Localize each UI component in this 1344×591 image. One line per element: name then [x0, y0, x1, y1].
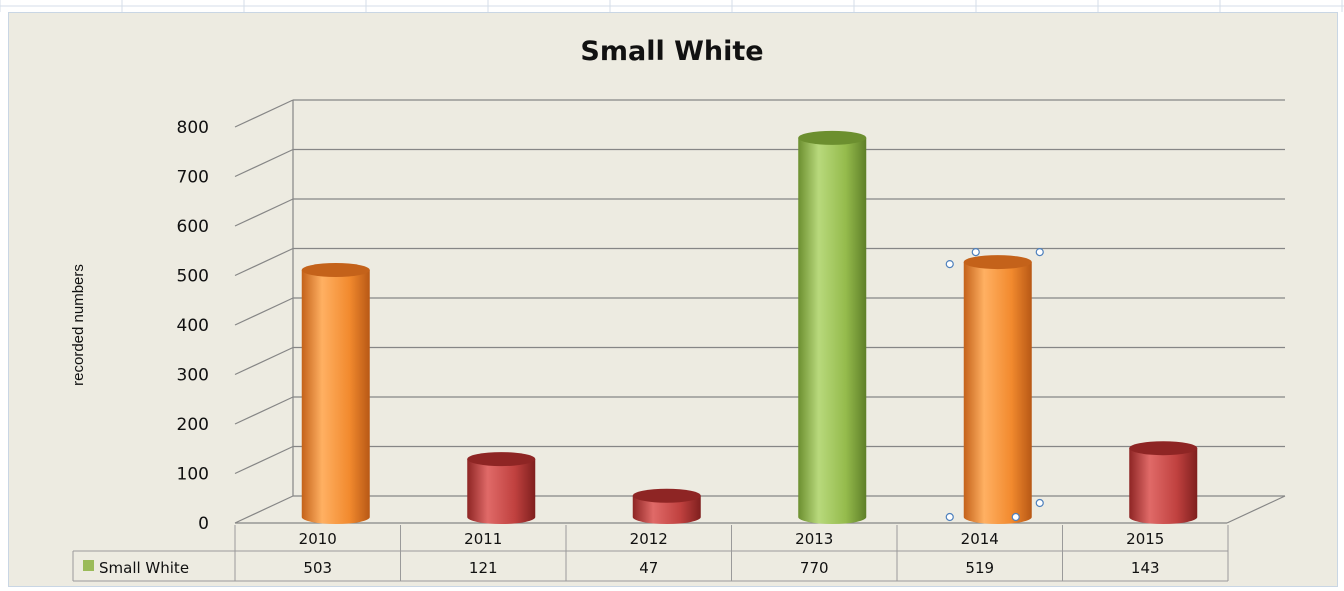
gridline-side	[234, 346, 294, 376]
data-table-value: 770	[800, 559, 829, 577]
y-tick-label: 700	[177, 168, 209, 188]
y-tick-label: 100	[177, 465, 209, 485]
x-tick-label: 2010	[299, 530, 337, 548]
bar-2011[interactable]	[467, 452, 536, 524]
selection-handle	[1035, 498, 1044, 508]
bar-top[interactable]	[467, 452, 536, 467]
gridline-side	[234, 148, 294, 178]
y-tick-label: 400	[177, 316, 209, 336]
bar-top[interactable]	[301, 263, 370, 278]
y-tick-label: 300	[177, 366, 209, 386]
bar-top[interactable]	[632, 488, 701, 503]
selection-handle	[945, 512, 954, 522]
bar-body[interactable]	[632, 495, 701, 524]
chart-area[interactable]: Small White recorded numbers 0 100 200 300 4…	[8, 12, 1338, 587]
selection-handles	[945, 247, 1044, 522]
chart-canvas[interactable]: Small White recorded numbers 0 100 200 300 4…	[9, 13, 1339, 588]
bar-body[interactable]	[963, 262, 1032, 524]
bar-2014[interactable]	[963, 255, 1032, 524]
gridline-side	[234, 198, 294, 227]
y-tick-label: 500	[177, 267, 209, 287]
bar-body[interactable]	[1129, 448, 1198, 524]
y-tick-label: 200	[177, 415, 209, 435]
x-tick-label: 2011	[464, 530, 502, 548]
y-tick-label: 0	[198, 514, 209, 534]
data-table[interactable]: 2010 503 2011 121 2012 47 2013 770 2014 519 2015 14…	[72, 525, 1229, 582]
x-tick-label: 2015	[1126, 530, 1164, 548]
x-tick-label: 2012	[630, 530, 668, 548]
bar-body[interactable]	[301, 270, 370, 524]
y-tick-label: 600	[177, 217, 209, 237]
data-table-value: 47	[639, 559, 658, 577]
bar-body[interactable]	[467, 459, 536, 524]
bar-2010[interactable]	[301, 263, 370, 524]
data-table-value: 121	[469, 559, 498, 577]
selection-handle	[1035, 247, 1044, 257]
bar-body[interactable]	[798, 137, 867, 524]
legend-key	[83, 560, 94, 571]
gridline-side	[234, 247, 294, 277]
gridline-side	[234, 495, 294, 524]
series-name: Small White	[99, 559, 189, 577]
x-tick-label: 2013	[795, 530, 833, 548]
floor-right-edge	[1226, 495, 1286, 524]
gridline-side	[234, 445, 294, 475]
gridline-side	[234, 396, 294, 425]
bar-2015[interactable]	[1129, 441, 1198, 524]
bar-top[interactable]	[798, 130, 867, 145]
bar-2013[interactable]	[798, 130, 867, 524]
x-tick-label: 2014	[961, 530, 999, 548]
chart-title[interactable]: Small White	[580, 36, 763, 67]
plot-bars[interactable]	[301, 130, 1198, 524]
bar-top[interactable]	[963, 255, 1032, 270]
data-table-value: 503	[303, 559, 332, 577]
bar-2012[interactable]	[632, 488, 701, 524]
y-axis[interactable]: 0 100 200 300 400 500 600 700 800	[177, 118, 209, 534]
gridline-side	[234, 99, 294, 128]
bar-top[interactable]	[1129, 441, 1198, 456]
data-table-value: 519	[965, 559, 994, 577]
y-axis-label[interactable]: recorded numbers	[70, 264, 87, 386]
selection-handle	[971, 247, 980, 257]
selection-handle	[945, 259, 954, 269]
selection-handle	[1011, 512, 1020, 522]
data-table-value: 143	[1131, 559, 1160, 577]
y-tick-label: 800	[177, 118, 209, 138]
gridline-side	[234, 297, 294, 326]
gridlines	[234, 99, 1286, 524]
